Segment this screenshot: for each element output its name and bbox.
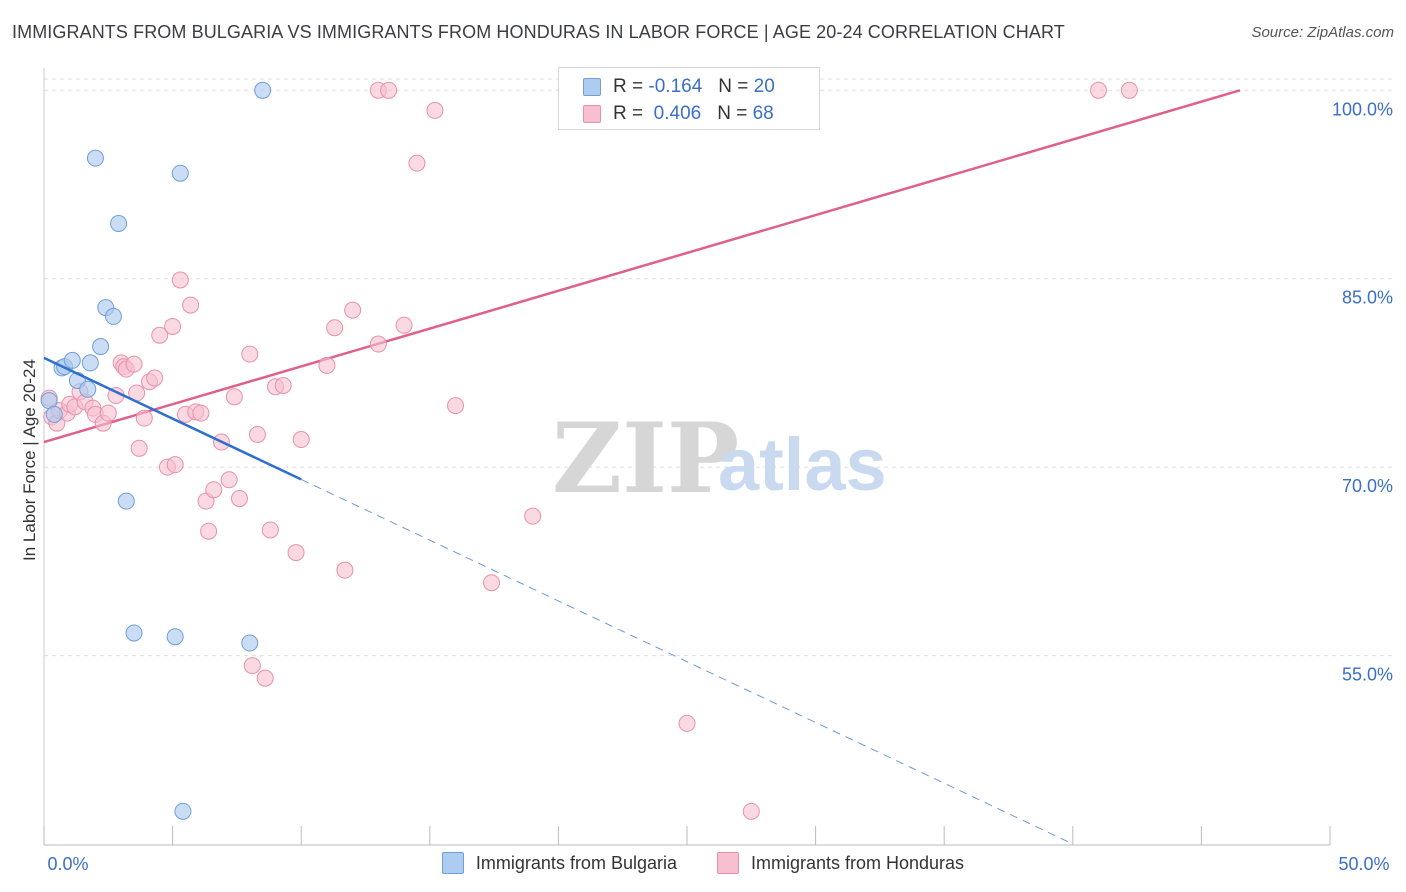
y-axis-label: In Labor Force | Age 20-24: [20, 359, 39, 561]
honduras-point: [1090, 81, 1108, 99]
bulgaria-trend-line: [43, 356, 302, 481]
honduras-point: [678, 714, 696, 732]
honduras-point: [408, 154, 426, 172]
honduras-point: [524, 507, 542, 525]
honduras-point: [230, 490, 248, 508]
honduras-point: [243, 657, 261, 675]
honduras-point: [241, 345, 259, 363]
honduras-point: [225, 388, 243, 406]
bulgaria-point: [79, 380, 97, 398]
bulgaria-point: [81, 354, 99, 372]
honduras-point: [447, 397, 465, 415]
bulgaria-point: [125, 624, 143, 642]
grid-lines: [44, 78, 1392, 657]
legend-n-label: N =: [718, 76, 749, 97]
bulgaria-point: [174, 802, 192, 820]
y-tick-label: 70.0%: [1342, 476, 1393, 496]
legend-item-honduras[interactable]: Immigrants from Honduras: [716, 852, 965, 874]
legend-item-bulgaria[interactable]: Immigrants from Bulgaria: [441, 852, 677, 874]
legend-row-bulgaria: R = -0.164 N = 20: [583, 75, 775, 99]
bulgaria-point: [171, 164, 189, 182]
honduras-point: [292, 431, 310, 449]
legend-n-label: N =: [717, 103, 748, 124]
bulgaria-n-value: 20: [753, 76, 775, 97]
honduras-point: [336, 561, 354, 579]
chart-title: IMMIGRANTS FROM BULGARIA VS IMMIGRANTS F…: [12, 22, 1065, 42]
bulgaria-point: [104, 307, 122, 325]
bulgaria-point: [86, 149, 104, 167]
honduras-point: [146, 369, 164, 387]
series-legend: Immigrants from Bulgaria Immigrants from…: [0, 852, 1406, 874]
honduras-point: [192, 404, 210, 422]
honduras-point: [380, 81, 398, 99]
honduras-point: [166, 456, 184, 474]
bulgaria-point: [166, 628, 184, 646]
honduras-point: [248, 425, 266, 443]
y-tick-label: 55.0%: [1342, 665, 1393, 685]
honduras-point: [182, 296, 200, 314]
honduras-point: [205, 481, 223, 499]
honduras-point: [164, 317, 182, 335]
bulgaria-point: [63, 351, 81, 369]
bulgaria-point: [241, 634, 259, 652]
honduras-r-value: 0.406: [653, 103, 702, 124]
honduras-legend-swatch: [716, 852, 739, 874]
honduras-point: [261, 521, 279, 539]
watermark-atlas: atlas: [718, 423, 887, 506]
honduras-point: [274, 377, 292, 395]
honduras-point: [125, 355, 143, 373]
honduras-point: [369, 335, 387, 353]
honduras-point: [99, 404, 117, 422]
legend-row-honduras: R = 0.406 N = 68: [583, 102, 774, 126]
x-tick-label-max: 50.0%: [1338, 854, 1389, 874]
legend-r-label: R =: [613, 103, 644, 124]
honduras-point: [171, 271, 189, 289]
honduras-swatch: [583, 105, 601, 123]
honduras-point: [483, 574, 501, 592]
bulgaria-legend-label: Immigrants from Bulgaria: [475, 852, 677, 873]
watermark: ZIP atlas: [552, 402, 887, 515]
honduras-point: [135, 409, 153, 427]
honduras-point: [318, 356, 336, 374]
honduras-point: [200, 522, 218, 540]
honduras-n-value: 68: [752, 103, 774, 124]
honduras-trend: [43, 89, 1241, 444]
honduras-point: [1120, 81, 1138, 99]
honduras-point: [426, 101, 444, 119]
honduras-trend-line: [43, 89, 1241, 444]
honduras-point: [151, 326, 169, 344]
bulgaria-point: [117, 492, 135, 510]
stats-legend: R = -0.164 N = 20 R = 0.406 N = 68: [558, 67, 820, 130]
tick-labels: 55.0% 70.0% 85.0% 100.0% 0.0% 50.0%: [47, 99, 1393, 874]
honduras-point: [287, 544, 305, 562]
source-label: Source: ZipAtlas.com: [1251, 24, 1394, 41]
bulgaria-point: [110, 214, 128, 232]
bulgaria-points: [40, 81, 272, 820]
axes: [43, 68, 1331, 846]
honduras-point: [256, 669, 274, 687]
honduras-point: [130, 439, 148, 457]
bulgaria-swatch: [583, 78, 601, 96]
honduras-point: [395, 316, 413, 334]
honduras-point: [220, 471, 238, 489]
x-tick-label-min: 0.0%: [47, 854, 88, 874]
y-tick-label: 85.0%: [1342, 288, 1393, 308]
bulgaria-point: [92, 338, 110, 356]
honduras-point: [344, 301, 362, 319]
honduras-legend-label: Immigrants from Honduras: [750, 852, 965, 873]
watermark-zip: ZIP: [552, 402, 739, 515]
bulgaria-trend: [43, 356, 1074, 845]
bulgaria-legend-swatch: [441, 852, 464, 874]
honduras-point: [742, 802, 760, 820]
legend-r-label: R =: [613, 76, 644, 97]
bulgaria-point: [45, 405, 63, 423]
y-tick-label: 100.0%: [1332, 99, 1393, 119]
bulgaria-trend-extension: [300, 478, 1074, 845]
honduras-point: [326, 319, 344, 337]
bulgaria-r-value: -0.164: [648, 76, 703, 97]
bulgaria-point: [254, 81, 272, 99]
